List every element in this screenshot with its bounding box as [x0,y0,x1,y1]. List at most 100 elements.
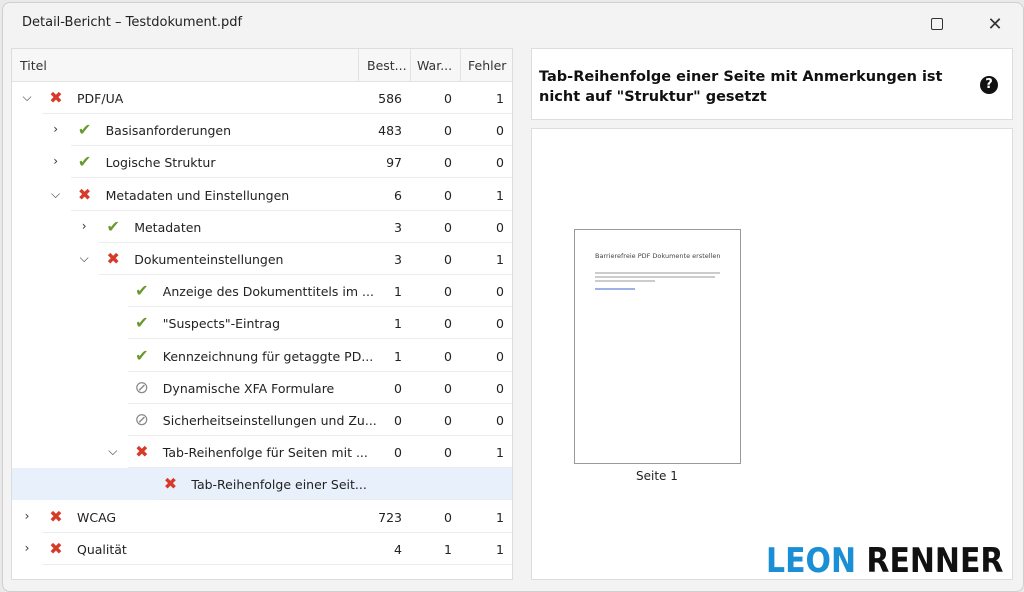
report-tree[interactable]: Titel Best... War... Fehler ⌵ ✖ PDF/UA 586 0… [11,48,513,580]
tree-row[interactable]: › ✔ Logische Struktur 97 0 0 [12,146,512,179]
error-count: 0 [496,155,504,171]
check-icon: ✔ [135,345,149,365]
fail-x-icon: ✖ [163,474,178,494]
warning-count: 0 [444,91,452,106]
chevron-down-icon[interactable]: ⌵ [108,444,118,459]
row-title: Dynamische XFA Formulare [162,380,335,396]
help-icon[interactable]: ? [980,76,998,94]
tree-row[interactable]: ✔ "Suspects"-Eintrag 1 0 0 [12,307,512,340]
maximize-button[interactable] [917,9,957,39]
chevron-right-icon[interactable]: › [81,218,87,233]
tree-row[interactable]: ✔ Anzeige des Dokumenttitels im ... 1 0 0 [12,275,512,308]
fail-x-icon: ✖ [135,442,149,462]
row-title: "Suspects"-Eintrag [162,316,281,332]
warning-count: 0 [444,380,452,396]
logo: LEON RENNER [766,541,1004,581]
row-title: Tab-Reihenfolge für Seiten mit ... [162,445,368,461]
column-errors[interactable]: Fehler [468,58,507,73]
chevron-right-icon[interactable]: › [53,122,58,137]
row-title: Tab-Reihenfolge einer Seit... [191,477,367,493]
close-button[interactable]: ✕ [975,9,1015,39]
chevron-down-icon[interactable]: ⌵ [51,186,61,201]
tree-row[interactable]: ⊘ Sicherheitseinstellungen und Zu... 0 0 0 [12,404,512,436]
passed-count: 723 [378,509,402,525]
chevron-right-icon[interactable]: › [53,154,58,169]
column-warnings[interactable]: War... [417,58,453,73]
warning-count: 1 [444,541,452,557]
passed-count: 3 [394,219,402,235]
error-count: 0 [496,413,504,428]
passed-count: 0 [394,445,402,461]
warning-count: 0 [444,316,452,332]
tree-row[interactable]: › ✖ Qualität 4 1 1 [12,533,512,565]
row-title: Logische Struktur [105,155,216,171]
row-title: PDF/UA [77,91,124,106]
chevron-down-icon[interactable]: ⌵ [79,251,89,265]
check-icon: ✔ [106,216,120,236]
warning-count: 0 [444,445,452,461]
page-caption: Seite 1 [636,469,678,483]
tree-row[interactable]: ✖ Tab-Reihenfolge einer Seit... [12,468,512,501]
not-applicable-icon: ⊘ [134,410,149,430]
fail-x-icon: ✖ [49,88,63,107]
chevron-right-icon[interactable]: › [24,540,30,555]
error-count: 0 [496,316,504,332]
row-title: Metadaten [134,219,202,235]
error-count: 1 [496,445,504,461]
row-title: Metadaten und Einstellungen [105,187,290,203]
tree-row[interactable]: › ✔ Metadaten 3 0 0 [12,211,512,243]
error-count: 1 [496,252,504,267]
close-icon: ✕ [987,13,1003,35]
error-count: 1 [496,91,504,106]
row-title: Anzeige des Dokumenttitels im ... [162,284,374,300]
tree-row[interactable]: ⌵ ✖ PDF/UA 586 0 1 [12,82,512,114]
chevron-right-icon[interactable]: › [24,508,30,523]
passed-count: 0 [394,413,402,428]
warning-count: 0 [444,123,452,139]
chevron-down-icon[interactable]: ⌵ [22,90,32,104]
tree-row[interactable]: › ✖ WCAG 723 0 1 [12,501,512,533]
tree-row[interactable]: ✔ Kennzeichnung für getaggte PD... 1 0 0 [12,340,512,372]
fail-x-icon: ✖ [77,184,92,204]
warning-count: 0 [444,219,452,235]
tree-row[interactable]: ⌵ ✖ Tab-Reihenfolge für Seiten mit ... 0 0 1 [12,436,512,469]
passed-count: 1 [394,284,402,300]
passed-count: 6 [394,187,402,203]
error-count: 0 [496,284,504,300]
maximize-icon [931,18,943,30]
detail-header: Tab-Reihenfolge einer Seite mit Anmerkun… [531,48,1013,120]
row-title: Kennzeichnung für getaggte PD... [162,348,374,364]
detail-title: Tab-Reihenfolge einer Seite mit Anmerkun… [539,69,943,105]
column-title[interactable]: Titel [20,58,47,73]
page-thumbnail[interactable]: Barrierefreie PDF Dokumente erstellen [574,229,741,464]
window-title: Detail-Bericht – Testdokument.pdf [22,15,243,30]
error-count: 1 [496,187,504,203]
check-icon: ✔ [77,152,92,172]
warning-count: 0 [444,348,452,364]
passed-count: 1 [394,316,402,332]
tree-row[interactable]: ⌵ ✖ Dokumenteinstellungen 3 0 1 [12,243,512,275]
error-count: 1 [496,509,504,525]
check-icon: ✔ [135,281,149,301]
check-icon: ✔ [77,120,92,140]
error-count: 0 [496,348,504,364]
warning-count: 0 [444,413,452,428]
tree-row[interactable]: ⌵ ✖ Metadaten und Einstellungen 6 0 1 [12,179,512,211]
fail-x-icon: ✖ [49,538,63,558]
error-count: 1 [496,541,504,557]
warning-count: 0 [444,252,452,267]
page-preview-panel: Barrierefreie PDF Dokumente erstellen Se… [531,128,1013,580]
row-title: WCAG [77,509,117,525]
row-title: Qualität [77,541,127,557]
warning-count: 0 [444,284,452,300]
tree-row[interactable]: › ✔ Basisanforderungen 483 0 0 [12,114,512,147]
row-title: Basisanforderungen [105,123,232,139]
error-count: 0 [496,380,504,396]
page-heading: Barrierefreie PDF Dokumente erstellen [595,252,721,260]
passed-count: 586 [378,91,402,106]
row-title: Dokumenteinstellungen [134,252,284,267]
passed-count: 97 [386,155,402,171]
tree-row[interactable]: ⊘ Dynamische XFA Formulare 0 0 0 [12,372,512,404]
column-passed[interactable]: Best... [367,58,407,73]
passed-count: 3 [394,252,402,267]
